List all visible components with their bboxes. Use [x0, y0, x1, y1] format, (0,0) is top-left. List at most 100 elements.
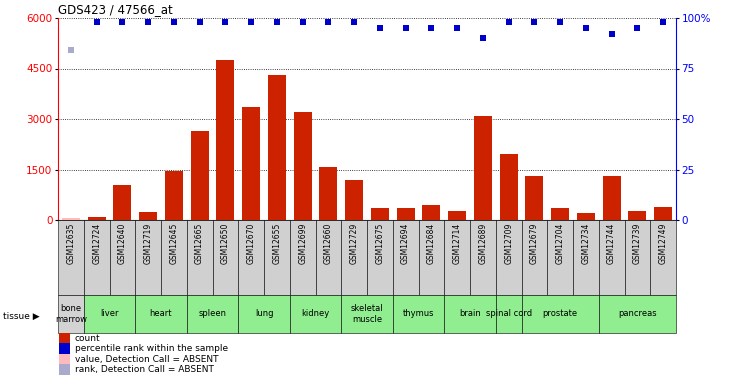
Bar: [474, 116, 492, 220]
Text: brain: brain: [459, 309, 481, 318]
Text: value, Detection Call = ABSENT: value, Detection Call = ABSENT: [75, 355, 218, 364]
Text: GSM12739: GSM12739: [633, 222, 642, 264]
Text: spinal cord: spinal cord: [485, 309, 531, 318]
Bar: [59, 343, 70, 354]
Bar: [113, 184, 132, 220]
Bar: [393, 220, 419, 295]
Text: count: count: [75, 334, 100, 343]
Text: kidney: kidney: [301, 309, 330, 318]
Bar: [573, 220, 599, 295]
Text: GSM12719: GSM12719: [143, 222, 153, 264]
Bar: [526, 176, 543, 220]
Bar: [58, 220, 84, 295]
Bar: [599, 295, 676, 333]
Text: GSM12689: GSM12689: [478, 222, 488, 264]
Text: GSM12675: GSM12675: [376, 222, 385, 264]
Text: heart: heart: [150, 309, 173, 318]
Bar: [88, 217, 106, 220]
Bar: [84, 220, 110, 295]
Bar: [393, 295, 444, 333]
Bar: [629, 211, 646, 220]
Bar: [551, 208, 569, 220]
Bar: [59, 354, 70, 364]
Text: liver: liver: [100, 309, 118, 318]
Bar: [548, 220, 573, 295]
Bar: [289, 295, 341, 333]
Bar: [448, 211, 466, 220]
Bar: [62, 218, 80, 220]
Bar: [84, 295, 135, 333]
Text: GSM12699: GSM12699: [298, 222, 307, 264]
Bar: [624, 220, 651, 295]
Bar: [341, 295, 393, 333]
Text: GSM12660: GSM12660: [324, 222, 333, 264]
Text: GSM12640: GSM12640: [118, 222, 127, 264]
Text: GSM12714: GSM12714: [452, 222, 461, 264]
Bar: [577, 213, 595, 220]
Bar: [316, 220, 341, 295]
Bar: [213, 220, 238, 295]
Text: bone
marrow: bone marrow: [55, 304, 87, 324]
Bar: [444, 295, 496, 333]
Bar: [371, 208, 389, 220]
Text: GSM12744: GSM12744: [607, 222, 616, 264]
Text: spleen: spleen: [199, 309, 227, 318]
Bar: [289, 220, 316, 295]
Bar: [59, 364, 70, 375]
Bar: [521, 295, 599, 333]
Bar: [238, 295, 289, 333]
Bar: [165, 171, 183, 220]
Bar: [186, 220, 213, 295]
Bar: [419, 220, 444, 295]
Text: GSM12709: GSM12709: [504, 222, 513, 264]
Bar: [191, 131, 208, 220]
Bar: [238, 220, 264, 295]
Text: GSM12734: GSM12734: [581, 222, 591, 264]
Bar: [264, 220, 289, 295]
Bar: [470, 220, 496, 295]
Bar: [444, 220, 470, 295]
Text: pancreas: pancreas: [618, 309, 656, 318]
Bar: [268, 75, 286, 220]
Text: prostate: prostate: [542, 309, 577, 318]
Bar: [59, 333, 70, 343]
Text: GSM12729: GSM12729: [349, 222, 359, 264]
Bar: [654, 207, 672, 220]
Bar: [58, 295, 84, 333]
Bar: [423, 205, 440, 220]
Bar: [294, 112, 311, 220]
Text: lung: lung: [254, 309, 273, 318]
Bar: [161, 220, 186, 295]
Text: GDS423 / 47566_at: GDS423 / 47566_at: [58, 3, 173, 16]
Bar: [521, 220, 548, 295]
Text: GSM12665: GSM12665: [195, 222, 204, 264]
Text: skeletal
muscle: skeletal muscle: [351, 304, 383, 324]
Text: GSM12650: GSM12650: [221, 222, 230, 264]
Bar: [216, 60, 235, 220]
Bar: [341, 220, 367, 295]
Text: GSM12684: GSM12684: [427, 222, 436, 264]
Bar: [135, 220, 161, 295]
Text: GSM12694: GSM12694: [401, 222, 410, 264]
Bar: [319, 168, 338, 220]
Text: GSM12645: GSM12645: [170, 222, 178, 264]
Bar: [496, 220, 521, 295]
Text: GSM12670: GSM12670: [246, 222, 256, 264]
Text: GSM12679: GSM12679: [530, 222, 539, 264]
Bar: [499, 154, 518, 220]
Bar: [345, 180, 363, 220]
Text: percentile rank within the sample: percentile rank within the sample: [75, 344, 228, 353]
Bar: [367, 220, 393, 295]
Text: thymus: thymus: [403, 309, 434, 318]
Text: GSM12724: GSM12724: [92, 222, 101, 264]
Text: GSM12655: GSM12655: [273, 222, 281, 264]
Text: GSM12749: GSM12749: [659, 222, 667, 264]
Bar: [599, 220, 624, 295]
Text: tissue ▶: tissue ▶: [3, 311, 39, 320]
Bar: [110, 220, 135, 295]
Bar: [139, 211, 157, 220]
Bar: [496, 295, 521, 333]
Bar: [651, 220, 676, 295]
Bar: [186, 295, 238, 333]
Bar: [242, 107, 260, 220]
